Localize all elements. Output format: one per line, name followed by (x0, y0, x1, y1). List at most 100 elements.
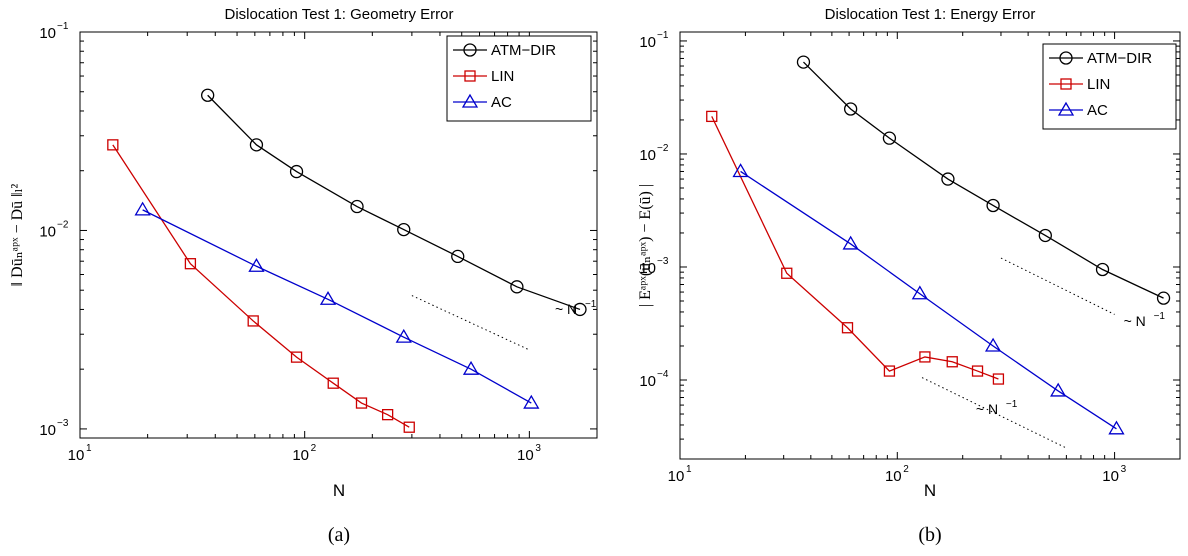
legend-label: LIN (1087, 76, 1110, 93)
reference-slope-line (1000, 257, 1115, 315)
data-point (290, 351, 303, 363)
data-point (381, 409, 394, 421)
data-point (883, 365, 896, 377)
data-point (523, 394, 540, 409)
data-point (796, 55, 811, 69)
legend-marker (1057, 101, 1075, 116)
data-point (946, 356, 958, 368)
data-point (451, 249, 465, 264)
data-point (986, 198, 1000, 213)
data-point (1108, 420, 1125, 435)
y-axis-label: ‖ Dūₙᵃᵖˣ − Dū ‖ₗ² (9, 183, 26, 286)
x-axis-label: N (924, 481, 936, 500)
data-point (355, 397, 368, 409)
series-line (207, 94, 581, 311)
data-point (249, 138, 264, 152)
x-axis: 10 1 10 2 10 3 (668, 32, 1181, 485)
y-tick-label: 10 (39, 25, 56, 42)
data-point (327, 377, 339, 389)
legend-marker (1059, 51, 1073, 65)
y-axis-label: | Eᵃᵖˣ(ūₙᵃᵖˣ) − E(ū) | (637, 184, 654, 307)
x-tick-label: 10 (1102, 468, 1119, 485)
legend-marker (461, 93, 479, 108)
data-point (403, 421, 415, 433)
y-axis: 10−310−210−1 (39, 21, 597, 439)
data-point (984, 337, 1002, 352)
series-square (107, 139, 415, 433)
slope-annotation: ~ N (555, 301, 577, 317)
x-tick-exponent: 3 (535, 443, 541, 454)
x-tick-label: 10 (668, 468, 685, 485)
y-tick-exponent: −2 (657, 143, 669, 154)
data-point (247, 315, 259, 327)
data-point (462, 360, 480, 375)
data-point (843, 102, 858, 116)
data-point (971, 365, 984, 377)
slope-annotation: ~ N (1124, 313, 1146, 329)
data-point (395, 328, 412, 343)
data-point (919, 351, 931, 363)
y-tick-exponent: −1 (57, 21, 69, 32)
legend-label: AC (1087, 102, 1108, 119)
y-tick-label: 10 (639, 373, 656, 390)
data-point (201, 88, 215, 102)
y-tick-exponent: −3 (57, 418, 69, 429)
series-line (112, 144, 410, 428)
figure-caption: (b) (918, 524, 941, 546)
legend-marker (464, 70, 476, 82)
series-circle (201, 88, 587, 317)
data-point (573, 302, 587, 317)
y-tick-exponent: −2 (57, 219, 69, 230)
series-line (740, 170, 1117, 430)
data-point (1038, 228, 1052, 243)
y-tick-exponent: −3 (657, 256, 669, 267)
y-tick-label: 10 (39, 422, 56, 439)
x-tick-label: 10 (517, 447, 534, 464)
data-point (706, 110, 718, 123)
data-point (911, 285, 928, 300)
figure-caption: (a) (328, 524, 350, 546)
chart-title: Dislocation Test 1: Energy Error (825, 6, 1036, 23)
data-point (781, 267, 793, 279)
data-point (941, 172, 955, 186)
x-tick-label: 10 (292, 447, 309, 464)
y-tick-exponent: −1 (657, 30, 669, 41)
data-point (350, 199, 364, 214)
chart-title: Dislocation Test 1: Geometry Error (225, 6, 454, 23)
data-point (397, 222, 411, 237)
x-tick-label: 10 (885, 468, 902, 485)
data-point (248, 257, 265, 272)
series-triangle (134, 201, 540, 409)
legend-label: ATM−DIR (1087, 50, 1152, 67)
y-tick-label: 10 (639, 34, 656, 51)
data-point (732, 163, 749, 178)
data-point (107, 139, 119, 151)
series-line (803, 61, 1164, 299)
data-point (1050, 382, 1067, 397)
data-point (184, 258, 197, 270)
x-tick-exponent: 2 (903, 464, 909, 475)
series-line (711, 116, 999, 380)
slope-annotation-exponent: −1 (1006, 399, 1018, 410)
legend-label: AC (491, 94, 512, 111)
series-line (142, 209, 532, 404)
data-point (1156, 291, 1171, 305)
x-tick-exponent: 3 (1121, 464, 1127, 475)
x-tick-exponent: 1 (86, 443, 92, 454)
y-tick-label: 10 (39, 223, 56, 240)
slope-annotation-exponent: −1 (585, 299, 597, 310)
data-point (992, 373, 1005, 385)
data-point (842, 235, 859, 250)
data-point (841, 322, 854, 334)
plot-area (679, 31, 1181, 460)
data-point (882, 131, 897, 145)
reference-slope-line (411, 295, 530, 351)
plot-area (79, 31, 598, 439)
x-tick-exponent: 1 (686, 464, 692, 475)
series-square (706, 110, 1005, 385)
data-point (134, 201, 151, 216)
legend-label: LIN (491, 68, 514, 85)
data-point (289, 164, 304, 179)
